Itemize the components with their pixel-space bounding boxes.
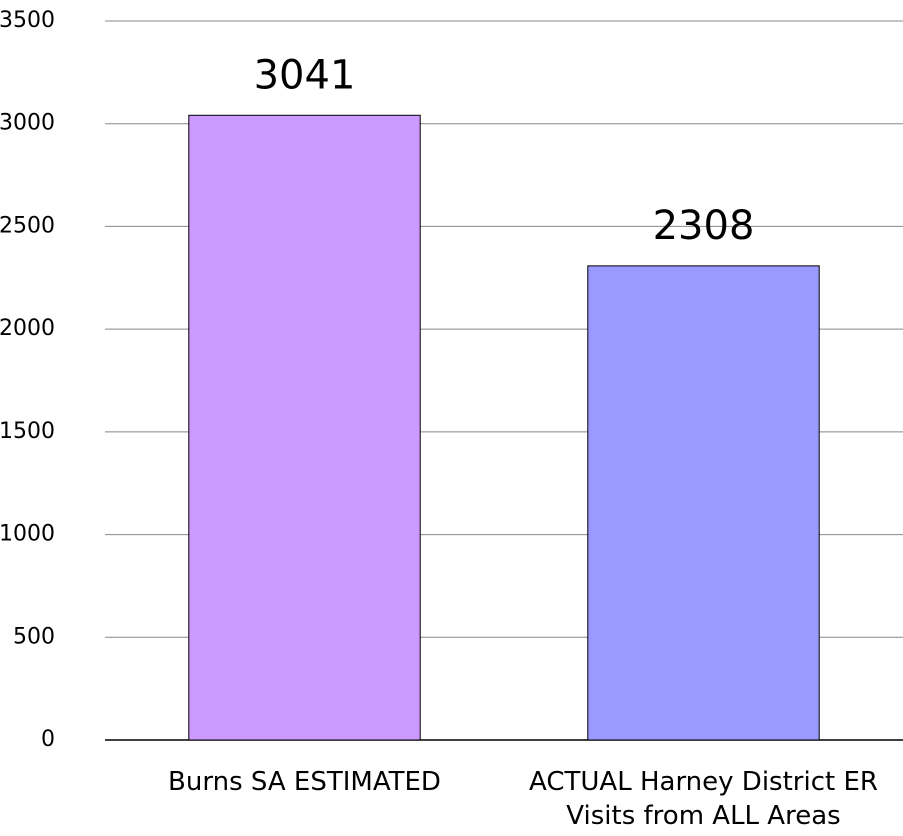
y-tick-label: 3000 xyxy=(0,111,55,136)
data-label: 3041 xyxy=(254,52,356,98)
bar xyxy=(587,265,820,741)
data-label: 2308 xyxy=(653,203,755,249)
x-tick-label: Burns SA ESTIMATED xyxy=(168,767,441,797)
bar xyxy=(188,114,421,741)
x-tick-label: ACTUAL Harney District ER Visits from AL… xyxy=(529,767,878,831)
y-tick-label: 0 xyxy=(41,727,55,752)
y-tick-label: 2500 xyxy=(0,213,55,238)
y-tick-label: 500 xyxy=(13,624,55,649)
y-tick-label: 1000 xyxy=(0,522,55,547)
y-tick-label: 1500 xyxy=(0,419,55,444)
y-tick-label: 3500 xyxy=(0,8,55,33)
y-tick-label: 2000 xyxy=(0,316,55,341)
